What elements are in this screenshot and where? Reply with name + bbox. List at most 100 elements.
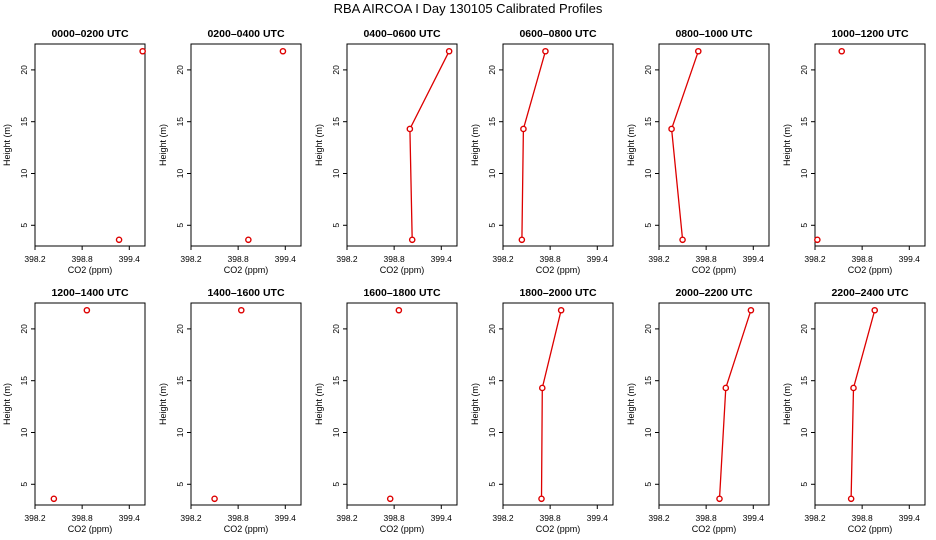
data-point <box>668 125 675 133</box>
data-point <box>847 495 855 503</box>
y-tick-label: 20 <box>19 65 29 75</box>
data-point <box>50 495 58 503</box>
panel-title: 0800–1000 UTC <box>675 28 752 40</box>
data-point <box>408 236 416 244</box>
x-tick-label: 398.8 <box>228 254 250 264</box>
x-axis-label: CO2 (ppm) <box>224 524 269 534</box>
x-tick-label: 399.4 <box>899 513 921 523</box>
panel-title: 1600–1800 UTC <box>363 287 440 299</box>
panel-11: 2200–2400 UTC 398.2 398.8 399.4 CO2 (ppm) 5 10… <box>782 287 926 534</box>
y-tick-label: 20 <box>331 65 341 75</box>
y-tick-label: 10 <box>331 168 341 178</box>
y-tick-label: 10 <box>487 168 497 178</box>
plot-frame <box>346 302 458 506</box>
y-tick-label: 10 <box>643 168 653 178</box>
plot-frame <box>502 43 614 247</box>
y-tick-label: 5 <box>643 482 653 487</box>
y-tick-label: 10 <box>19 168 29 178</box>
panel-title: 0600–0800 UTC <box>519 28 596 40</box>
y-axis-label: Height (m) <box>626 383 636 425</box>
data-point <box>557 306 565 314</box>
x-axis-label: CO2 (ppm) <box>536 265 581 275</box>
y-tick-label: 20 <box>799 324 809 334</box>
x-axis-label: CO2 (ppm) <box>380 265 425 275</box>
x-tick-label: 399.4 <box>275 513 297 523</box>
y-tick-label: 20 <box>799 65 809 75</box>
panel-2: 0400–0600 UTC 398.2 398.8 399.4 CO2 (ppm) 5 10… <box>314 28 458 275</box>
y-tick-label: 15 <box>19 376 29 386</box>
data-point <box>386 495 394 503</box>
y-tick-label: 10 <box>643 427 653 437</box>
y-tick-label: 5 <box>175 223 185 228</box>
x-axis-label: CO2 (ppm) <box>68 524 113 534</box>
y-tick-label: 15 <box>799 117 809 127</box>
data-point <box>245 236 252 244</box>
x-tick-label: 398.2 <box>24 513 46 523</box>
panel-title: 0400–0600 UTC <box>363 28 440 40</box>
x-tick-label: 398.2 <box>492 513 514 523</box>
y-tick-label: 5 <box>331 482 341 487</box>
x-tick-label: 398.2 <box>648 254 670 264</box>
x-tick-label: 398.8 <box>852 513 874 523</box>
data-point <box>694 47 702 55</box>
data-point <box>395 306 403 314</box>
x-tick-label: 398.8 <box>72 254 94 264</box>
plot-frame <box>190 43 302 247</box>
y-tick-label: 20 <box>487 324 497 334</box>
y-tick-label: 5 <box>799 482 809 487</box>
data-point <box>406 125 414 133</box>
y-tick-label: 5 <box>487 482 497 487</box>
x-tick-label: 398.2 <box>804 254 826 264</box>
y-tick-label: 5 <box>331 223 341 228</box>
data-point <box>237 306 245 314</box>
y-axis-label: Height (m) <box>158 383 168 425</box>
y-tick-label: 20 <box>643 324 653 334</box>
y-tick-label: 20 <box>175 324 185 334</box>
x-axis-label: CO2 (ppm) <box>536 524 581 534</box>
x-tick-label: 398.8 <box>696 254 718 264</box>
panel-title: 1800–2000 UTC <box>519 287 596 299</box>
x-axis-label: CO2 (ppm) <box>848 524 893 534</box>
data-point <box>445 47 453 55</box>
panel-6: 1200–1400 UTC 398.2 398.8 399.4 CO2 (ppm) 5 10… <box>2 287 146 534</box>
y-tick-label: 10 <box>799 427 809 437</box>
x-tick-label: 398.8 <box>384 254 406 264</box>
x-axis-label: CO2 (ppm) <box>692 265 737 275</box>
x-tick-label: 398.8 <box>852 254 874 264</box>
y-tick-label: 10 <box>331 427 341 437</box>
y-tick-label: 10 <box>799 168 809 178</box>
y-tick-label: 20 <box>175 65 185 75</box>
data-point <box>115 236 123 244</box>
x-tick-label: 398.2 <box>492 254 514 264</box>
y-tick-label: 5 <box>175 482 185 487</box>
y-tick-label: 10 <box>19 427 29 437</box>
x-tick-label: 398.2 <box>24 254 46 264</box>
x-tick-label: 399.4 <box>119 254 141 264</box>
x-axis-label: CO2 (ppm) <box>68 265 113 275</box>
y-axis-label: Height (m) <box>782 124 792 166</box>
x-tick-label: 399.4 <box>431 513 453 523</box>
y-tick-label: 15 <box>487 376 497 386</box>
y-tick-label: 15 <box>331 376 341 386</box>
plot-frame <box>814 43 926 247</box>
data-point <box>814 236 821 244</box>
y-tick-label: 15 <box>799 376 809 386</box>
x-axis-label: CO2 (ppm) <box>224 265 269 275</box>
x-tick-label: 398.2 <box>336 254 358 264</box>
plot-frame <box>34 43 146 247</box>
x-tick-label: 399.4 <box>119 513 141 523</box>
y-tick-label: 15 <box>175 376 185 386</box>
data-point <box>542 47 549 55</box>
data-point <box>538 495 545 503</box>
panel-10: 2000–2200 UTC 398.2 398.8 399.4 CO2 (ppm) 5 10… <box>626 287 770 534</box>
x-tick-label: 398.2 <box>336 513 358 523</box>
y-axis-label: Height (m) <box>158 124 168 166</box>
panel-5: 1000–1200 UTC 398.2 398.8 399.4 CO2 (ppm) 5 10… <box>782 28 926 275</box>
x-tick-label: 398.2 <box>180 513 202 523</box>
y-tick-label: 5 <box>487 223 497 228</box>
x-tick-label: 399.4 <box>587 513 609 523</box>
panel-9: 1800–2000 UTC 398.2 398.8 399.4 CO2 (ppm) 5 10… <box>470 287 614 534</box>
plot-frame <box>658 43 770 247</box>
profile-line <box>409 51 450 240</box>
